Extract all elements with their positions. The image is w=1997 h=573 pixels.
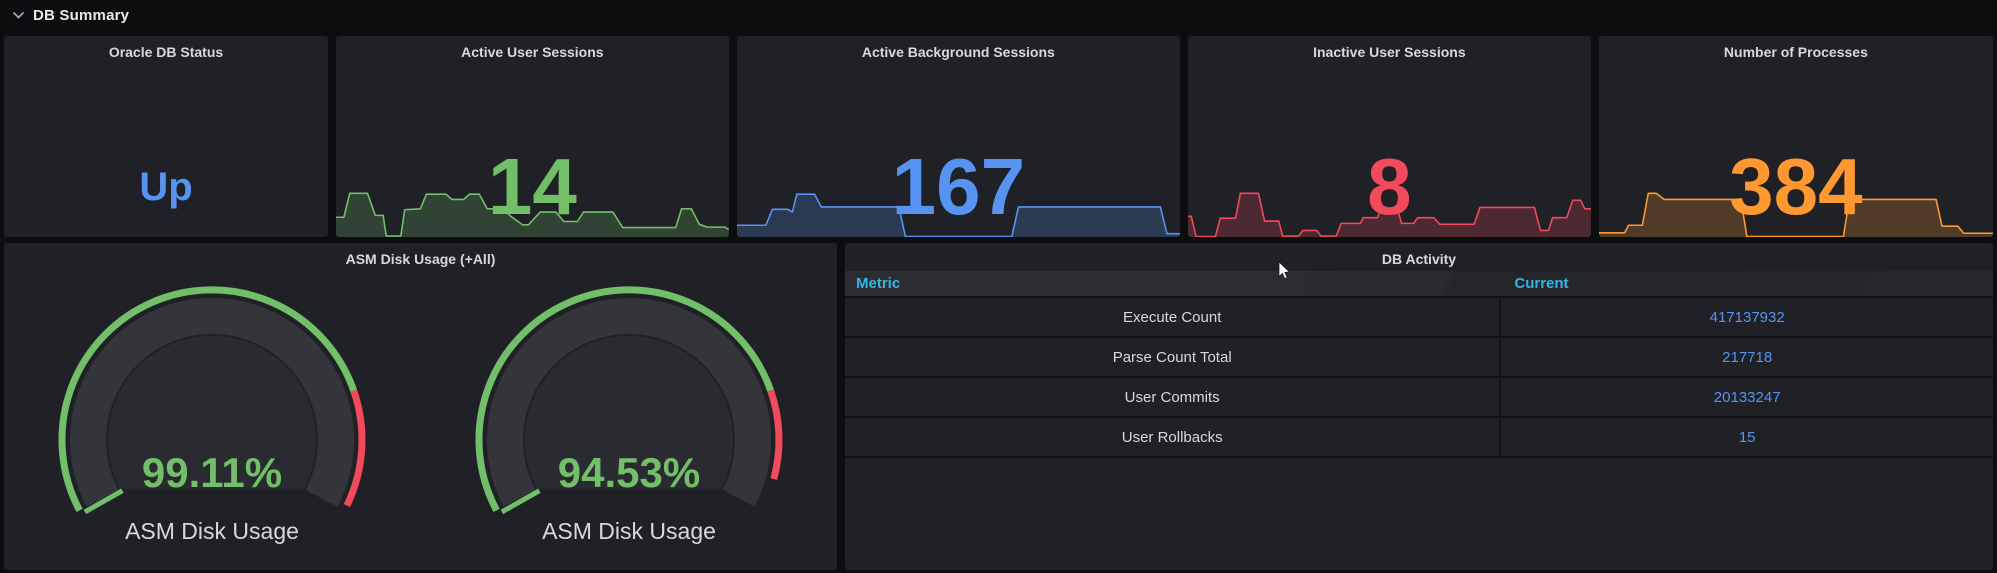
table-row: User Rollbacks 15 <box>845 418 1993 458</box>
panel-title[interactable]: Oracle DB Status <box>108 44 224 60</box>
gauge-label: ASM Disk Usage <box>125 518 299 544</box>
metric-cell: User Commits <box>1124 388 1220 406</box>
gauge-group: 99.11% ASM Disk Usage 94.53% ASM Disk Usag… <box>4 267 837 565</box>
chevron-down-icon <box>13 11 24 19</box>
current-cell: 417137932 <box>1499 298 1993 336</box>
sparkline-chart <box>736 190 1180 237</box>
panel-title[interactable]: Number of Processes <box>1723 44 1868 60</box>
panel-db-activity: DB Activity Metric Current Execute Count… <box>845 243 1993 570</box>
metric-cell: Execute Count <box>1122 308 1222 326</box>
panel-inactive-user-sessions: Inactive User Sessions 8 <box>1187 36 1591 237</box>
current-cell: 217718 <box>1499 338 1993 376</box>
stat-value: 8 <box>1367 142 1412 231</box>
bottom-panel-row: ASM Disk Usage (+All) 99.11% ASM Disk Usa… <box>0 243 1997 570</box>
db-activity-table: Metric Current Execute Count 417137932 P… <box>845 271 1993 458</box>
panel-title[interactable]: Active User Sessions <box>461 44 604 60</box>
table-row: Parse Count Total 217718 <box>845 338 1993 378</box>
panel-oracle-db-status: Oracle DB Status Up <box>4 36 328 237</box>
current-cell: 20133247 <box>1499 378 1993 416</box>
metric-cell: User Rollbacks <box>1121 428 1223 446</box>
top-panel-row: Oracle DB Status Up Active User Sessions… <box>0 36 1997 237</box>
metric-cell: Parse Count Total <box>1112 348 1232 366</box>
gauge-value: 99.11% <box>142 449 282 496</box>
panel-active-background-sessions: Active Background Sessions 167 <box>736 36 1180 237</box>
gauge-asm-disk-usage-1: 99.11% ASM Disk Usage <box>4 267 421 565</box>
column-header-metric[interactable]: Metric <box>856 275 901 292</box>
table-row: User Commits 20133247 <box>845 378 1993 418</box>
panel-active-user-sessions: Active User Sessions 14 <box>336 36 729 237</box>
gauge-value: 94.53% <box>558 449 700 496</box>
table-row: Execute Count 417137932 <box>845 298 1993 338</box>
row-header-db-summary[interactable]: DB Summary <box>0 0 1997 30</box>
table-header-row: Metric Current <box>845 271 1993 298</box>
current-cell: 15 <box>1499 418 1993 456</box>
stat-value: 167 <box>891 142 1026 231</box>
gauge-asm-disk-usage-2: 94.53% ASM Disk Usage <box>421 267 838 565</box>
panel-asm-disk-usage: ASM Disk Usage (+All) 99.11% ASM Disk Usa… <box>4 243 837 570</box>
gauge-label: ASM Disk Usage <box>542 518 716 544</box>
stat-value: Up <box>139 165 193 209</box>
panel-title[interactable]: Inactive User Sessions <box>1313 44 1466 60</box>
sparkline-chart <box>1598 190 1994 237</box>
column-header-current[interactable]: Current <box>1514 275 1569 292</box>
panel-title[interactable]: DB Activity <box>1381 251 1457 267</box>
sparkline-chart <box>336 190 729 237</box>
stat-value: 14 <box>487 142 577 231</box>
panel-title[interactable]: ASM Disk Usage (+All) <box>345 251 496 267</box>
row-title: DB Summary <box>33 6 130 24</box>
stat-value: 384 <box>1729 142 1863 231</box>
panel-title[interactable]: Active Background Sessions <box>861 44 1055 60</box>
panel-number-of-processes: Number of Processes 384 <box>1598 36 1994 237</box>
sparkline-chart <box>1187 190 1591 237</box>
